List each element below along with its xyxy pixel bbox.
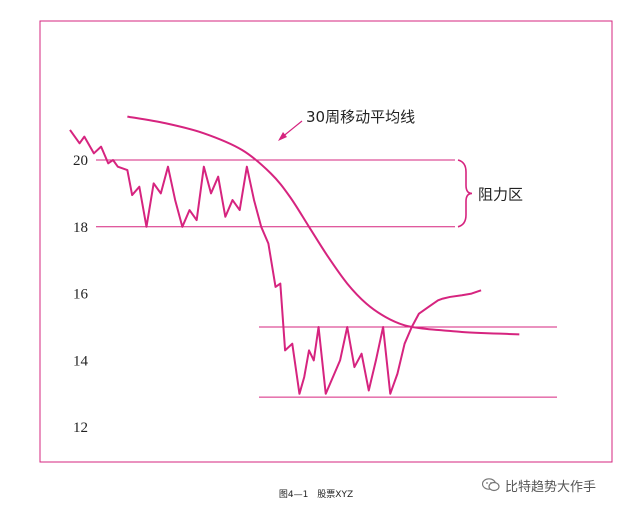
y-tick-label-20: 20: [73, 153, 88, 169]
y-tick-label-12: 12: [73, 420, 88, 436]
ma-label-arrow-head: [278, 132, 287, 141]
ma-label: 30周移动平均线: [306, 108, 415, 126]
watermark: 比特趋势大作手: [482, 474, 627, 496]
y-tick-label-14: 14: [73, 353, 89, 369]
plot-frame: [39, 20, 613, 463]
wechat-icon: [482, 478, 500, 492]
series-line-price: [69, 129, 482, 395]
watermark-text: 比特趋势大作手: [505, 479, 597, 495]
figure-caption: 图4—1 股票XYZ: [278, 490, 354, 500]
resistance-label: 阻力区: [478, 185, 523, 203]
y-tick-label-18: 18: [73, 220, 88, 236]
y-tick-label-16: 16: [73, 287, 89, 303]
series-line-ma30: [127, 115, 520, 336]
resistance-brace: [457, 159, 473, 228]
